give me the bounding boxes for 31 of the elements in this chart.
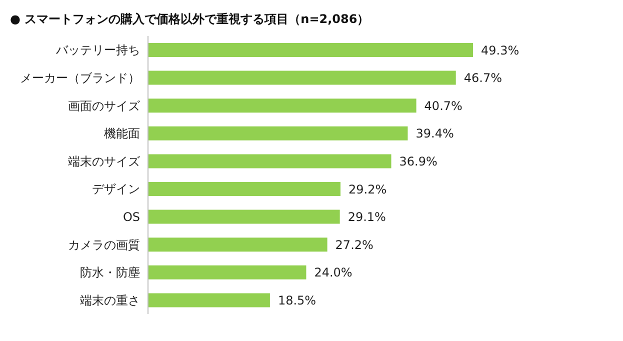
y-tick-label: 端末の重さ <box>80 293 140 308</box>
data-label: 24.0% <box>314 266 352 280</box>
y-tick-label: デザイン <box>92 182 140 196</box>
data-label: 18.5% <box>278 293 316 308</box>
y-tick-label: 画面のサイズ <box>68 98 141 113</box>
y-tick-label: 防水・防塵 <box>80 266 140 280</box>
data-label: 49.3% <box>481 43 520 58</box>
bar <box>148 182 340 196</box>
data-label: 46.7% <box>464 71 502 86</box>
bar <box>148 210 340 224</box>
bar <box>148 238 328 252</box>
y-tick-label: 機能面 <box>104 126 140 141</box>
data-label: 29.2% <box>348 182 387 196</box>
bar <box>148 154 392 168</box>
data-label: 39.4% <box>416 126 454 141</box>
bar <box>148 265 306 280</box>
data-label: 40.7% <box>424 98 462 113</box>
bar <box>148 43 473 57</box>
bar <box>148 98 416 113</box>
data-label: 27.2% <box>335 238 374 252</box>
y-tick-label: カメラの画質 <box>68 238 140 252</box>
bar <box>148 126 408 140</box>
y-tick-label: 端末のサイズ <box>68 154 141 168</box>
data-label: 36.9% <box>399 154 438 168</box>
chart-title: ● スマートフォンの購入で価格以外で重視する項目（n=2,086） <box>9 11 370 28</box>
data-label: 29.1% <box>348 210 386 224</box>
bar <box>148 293 270 308</box>
y-tick-label: OS <box>122 210 140 224</box>
y-tick-label: バッテリー持ち <box>55 43 140 58</box>
bar <box>148 70 456 85</box>
y-tick-label: メーカー（ブランド） <box>20 70 140 85</box>
